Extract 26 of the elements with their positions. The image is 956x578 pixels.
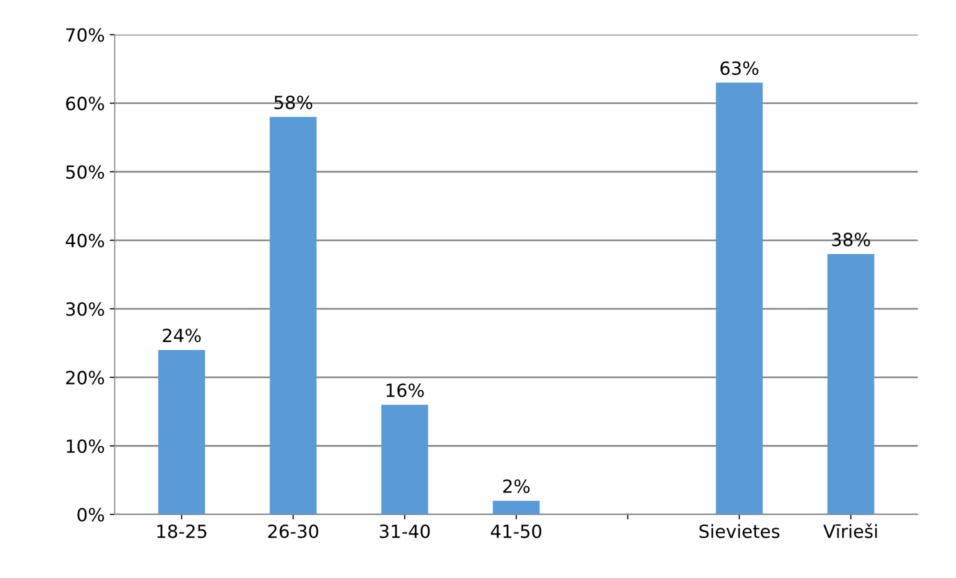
y-tick-label: 60% bbox=[66, 96, 104, 110]
x-tick-label: 18-25 bbox=[157, 524, 206, 538]
y-tick-label: 0% bbox=[78, 508, 104, 522]
x-tick-label: 26-30 bbox=[268, 524, 318, 538]
data-label: 16% bbox=[386, 383, 424, 398]
data-label: 2% bbox=[503, 479, 530, 494]
data-label: 63% bbox=[720, 61, 758, 75]
bar bbox=[381, 404, 428, 514]
x-tick-label: 41-50 bbox=[490, 524, 542, 538]
y-tick-label: 70% bbox=[66, 28, 104, 42]
x-tick-label: 31-40 bbox=[380, 524, 430, 538]
data-label: 38% bbox=[832, 232, 870, 246]
bar bbox=[158, 350, 206, 514]
y-tick-label: 20% bbox=[66, 370, 104, 384]
bar bbox=[492, 500, 540, 514]
y-tick-label: 30% bbox=[66, 302, 104, 316]
data-label: 58% bbox=[274, 96, 312, 110]
bar bbox=[716, 82, 763, 514]
x-tick-label: Sievietes bbox=[700, 524, 780, 538]
bar bbox=[270, 116, 317, 514]
y-tick-label: 40% bbox=[66, 234, 104, 248]
y-tick-label: 10% bbox=[66, 439, 104, 453]
data-label: 24% bbox=[162, 328, 201, 342]
x-tick-label: Vīrieši bbox=[823, 523, 877, 538]
y-tick-label: 50% bbox=[66, 165, 104, 179]
bar bbox=[827, 254, 874, 514]
